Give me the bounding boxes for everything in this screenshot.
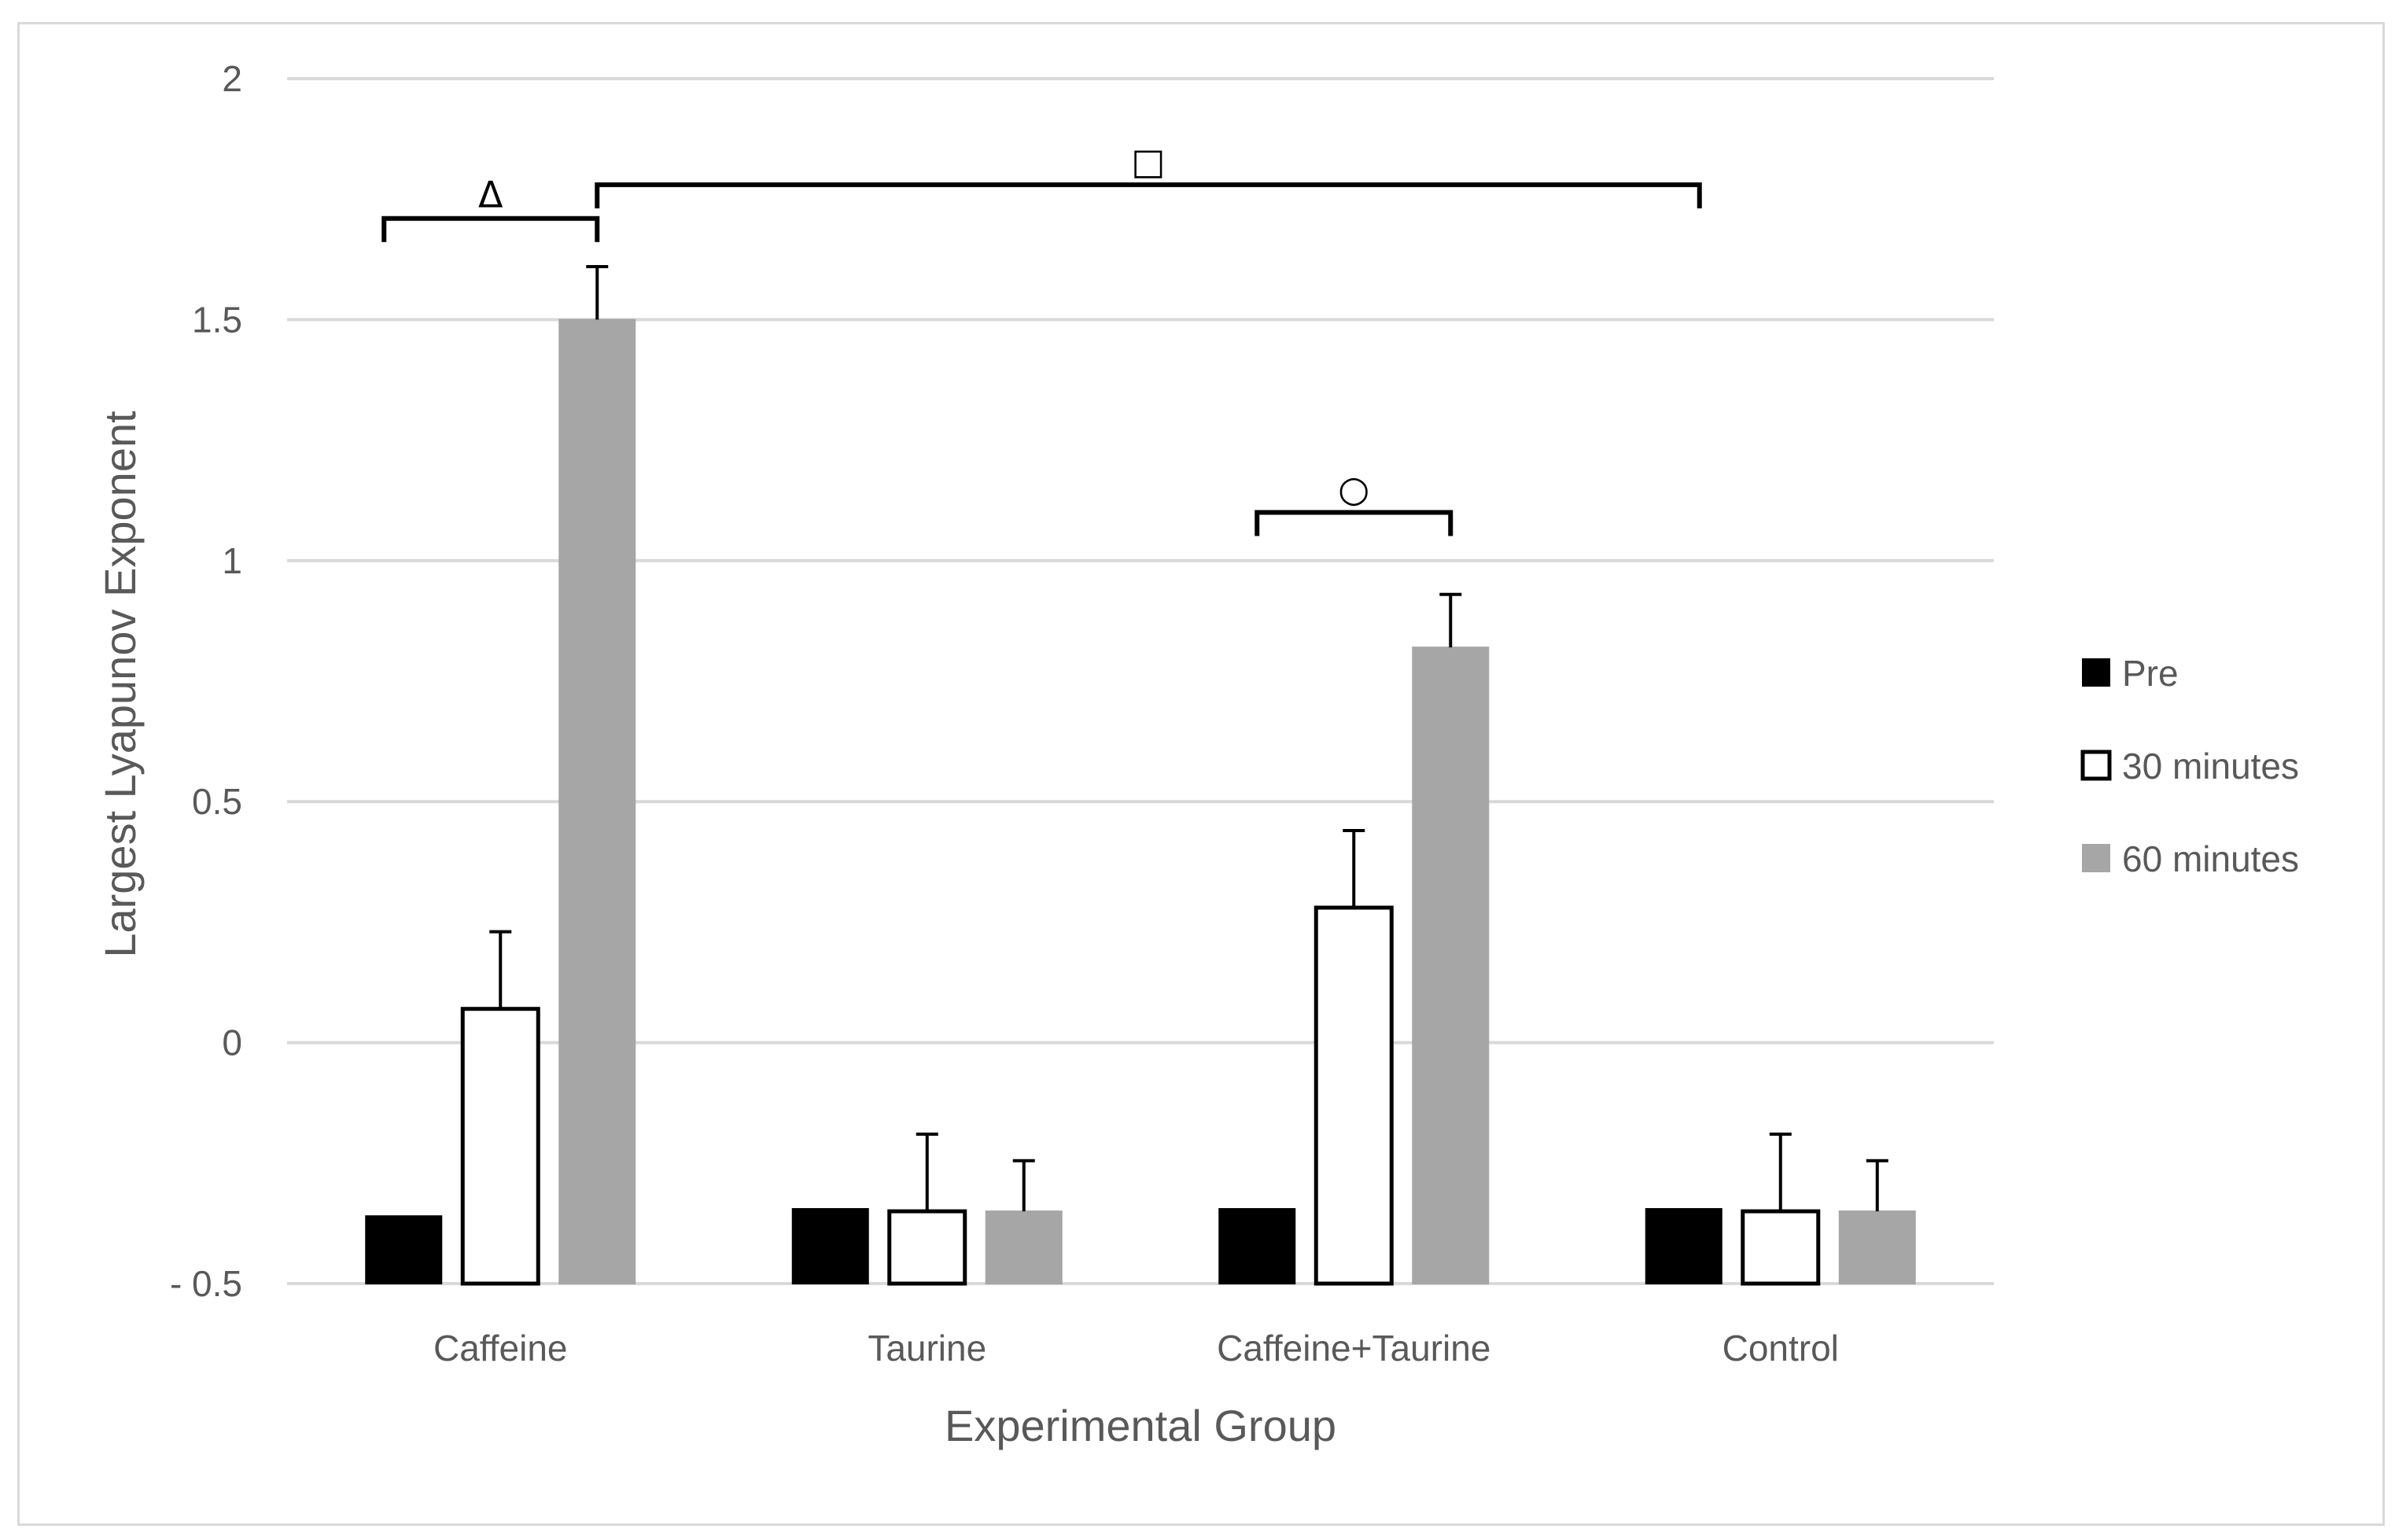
bar-30-minutes-caffeine-taurine (1314, 905, 1394, 1286)
legend-label: 60 minutes (2122, 838, 2299, 879)
bar-60-minutes-caffeine-taurine (1412, 647, 1490, 1284)
x-tick-label: Control (1723, 1328, 1839, 1369)
y-tick-label: 0.5 (192, 781, 242, 822)
y-tick-label: 2 (222, 58, 242, 99)
x-tick-label: Taurine (868, 1328, 986, 1369)
gridlines (287, 77, 1994, 1285)
legend-swatch (2082, 658, 2110, 687)
significance-symbol: □ (1131, 140, 1165, 182)
y-axis-ticks: - 0.5 0 0.5 1 1.5 2 (170, 58, 242, 1304)
legend-swatch (2082, 844, 2110, 872)
bar-60-minutes-caffeine (558, 319, 636, 1284)
bar-30-minutes-caffeine (460, 1007, 540, 1286)
bar-30-minutes-control (1741, 1209, 1821, 1286)
bar-pre-caffeine (365, 1215, 443, 1285)
significance-symbol: ○ (1338, 468, 1369, 510)
x-tick-label: Caffeine+Taurine (1217, 1328, 1490, 1369)
significance-bracket (1255, 510, 1454, 536)
bars (365, 319, 1916, 1286)
significance-brackets: Δ □ ○ (381, 140, 1702, 536)
error-bars (489, 264, 1888, 1212)
y-axis-title: Largest Lyapunov Exponent (95, 411, 145, 958)
legend-label: Pre (2122, 653, 2179, 694)
bar-pre-control (1645, 1208, 1723, 1284)
bar-pre-taurine (791, 1208, 869, 1284)
y-tick-label: 0 (222, 1022, 242, 1063)
y-tick-label: 1 (222, 540, 242, 581)
significance-symbol: Δ (478, 174, 503, 216)
legend-swatch (2080, 750, 2112, 781)
x-axis-title: Experimental Group (945, 1401, 1336, 1450)
significance-bracket (595, 182, 1702, 208)
bar-60-minutes-taurine (985, 1210, 1063, 1284)
x-axis-ticks: Caffeine Taurine Caffeine+Taurine Control (433, 1328, 1839, 1369)
bar-60-minutes-control (1838, 1210, 1916, 1284)
legend: Pre 30 minutes 60 minutes (2080, 653, 2299, 879)
bar-pre-caffeine-taurine (1218, 1208, 1296, 1284)
bar-30-minutes-taurine (887, 1209, 967, 1286)
y-tick-label: - 0.5 (170, 1263, 242, 1304)
significance-bracket (381, 216, 600, 242)
y-tick-label: 1.5 (192, 299, 242, 340)
legend-label: 30 minutes (2122, 746, 2299, 787)
x-tick-label: Caffeine (433, 1328, 568, 1369)
